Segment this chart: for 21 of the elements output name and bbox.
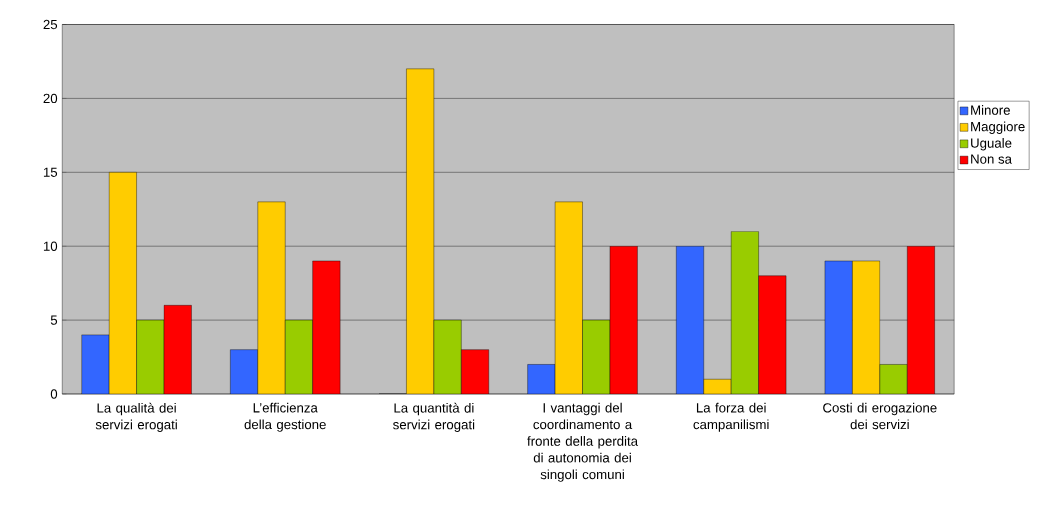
x-tick-label: L’efficienza della gestione	[244, 402, 326, 432]
bar	[230, 349, 258, 395]
bar	[81, 334, 110, 395]
x-tick-label: La forza dei campanilismi	[693, 402, 769, 432]
legend-label: Minore	[971, 105, 1010, 116]
bar	[527, 364, 556, 395]
bar	[676, 246, 704, 395]
x-tick-label: I vantaggi del coordinamento a fronte della perdita di autonomia dei singoli comuni	[527, 402, 639, 482]
legend-label: Uguale	[971, 138, 1012, 151]
y-tick-label: 25	[43, 20, 58, 30]
y-tick-label: 0	[50, 389, 58, 399]
legend-label: Maggiore	[971, 121, 1025, 135]
bar	[824, 260, 853, 395]
x-tick-label: La quantità di servizi erogati	[393, 402, 475, 433]
y-tick-label: 15	[43, 167, 58, 178]
legend-label: Non sa	[971, 154, 1012, 164]
x-tick-label: Costi di erogazione dei servizi	[823, 402, 937, 430]
y-tick-label: 20	[43, 93, 58, 104]
x-tick-label: La qualità dei servizi erogati	[95, 402, 177, 433]
y-tick-label: 5	[50, 315, 58, 325]
y-tick-label: 10	[43, 241, 58, 252]
